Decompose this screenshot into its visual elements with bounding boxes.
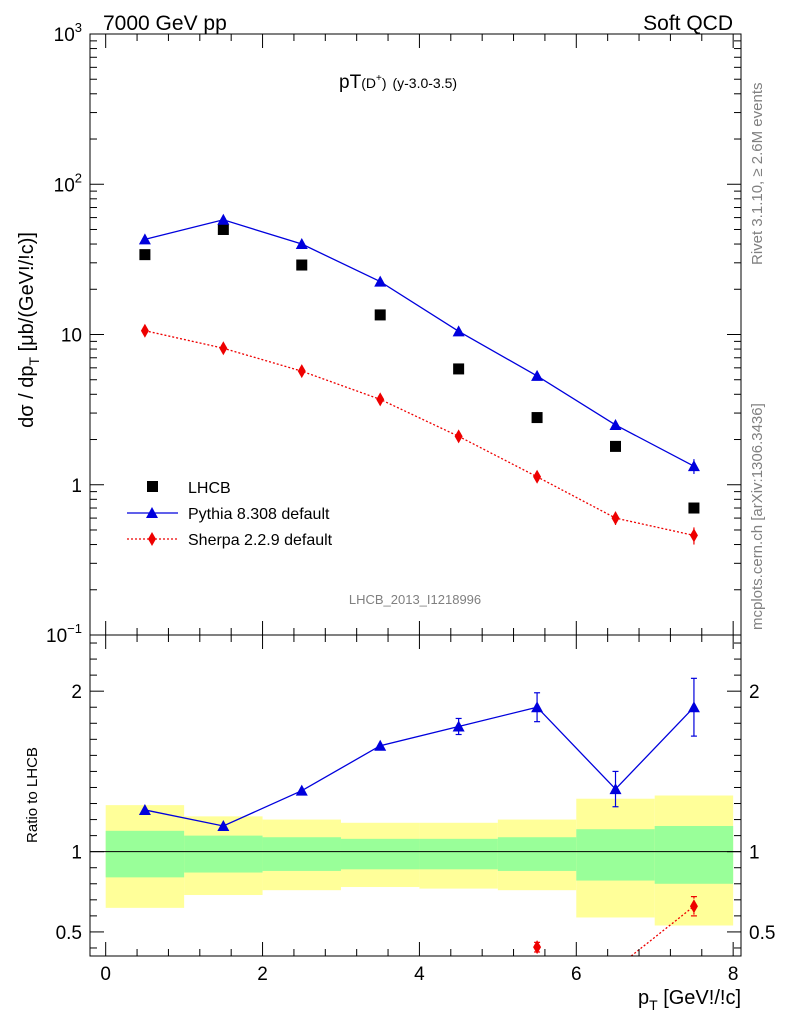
sherpa-point xyxy=(219,341,228,356)
pythia-point xyxy=(452,325,465,337)
uncertainty-band-inner xyxy=(497,837,577,871)
header-left: 7000 GeV pp xyxy=(103,12,227,35)
lhcb-point xyxy=(296,259,308,271)
legend: LHCB Pythia 8.308 default Sherpa 2.2.9 d… xyxy=(127,480,333,549)
pythia-ratio-line xyxy=(144,706,695,827)
pythia-point xyxy=(217,213,230,225)
legend-label-pythia: Pythia 8.308 default xyxy=(188,506,330,523)
legend-label-sherpa: Sherpa 2.2.9 default xyxy=(188,532,333,549)
legend-marker-lhcb xyxy=(147,481,158,492)
pythia-point xyxy=(531,369,544,381)
pythia-ratio-point xyxy=(217,819,230,831)
ratio-y-axis-label: Ratio to LHCB xyxy=(24,747,41,843)
sherpa-line xyxy=(144,330,695,537)
analysis-id: LHCB_2013_I1218996 xyxy=(349,592,481,607)
ratio-y-tick-label-right: 1 xyxy=(749,843,760,864)
ratio-y-tick-label-right: 0.5 xyxy=(749,923,775,944)
uncertainty-band-inner xyxy=(576,829,655,881)
pythia-ratio-point xyxy=(138,803,151,815)
header-right: Soft QCD xyxy=(643,12,733,35)
lhcb-point xyxy=(688,502,700,514)
sherpa-point xyxy=(533,469,542,484)
x-axis-label: pT [GeV!/!c] xyxy=(638,987,741,1013)
sherpa-ratio-line xyxy=(630,905,695,957)
pythia-ratio-point xyxy=(687,701,700,713)
y-tick-label: 102 xyxy=(54,170,82,196)
sherpa-ratio-point xyxy=(689,899,698,914)
pythia-ratio-point xyxy=(531,701,544,713)
x-tick-label: 8 xyxy=(728,964,739,985)
uncertainty-band-inner xyxy=(184,835,263,873)
sherpa-point xyxy=(689,528,698,543)
ratio-y-tick-label: 2 xyxy=(71,682,82,703)
pythia-line xyxy=(144,219,695,467)
uncertainty-band-inner xyxy=(105,830,185,878)
pythia-point xyxy=(374,275,387,287)
pythia-ratio-point xyxy=(374,739,387,751)
y-tick-label: 10−1 xyxy=(46,621,82,647)
mcplots-annotation: mcplots.cern.ch [arXiv:1306.3436] xyxy=(749,403,766,630)
pythia-ratio-point xyxy=(452,720,465,732)
y-tick-label: 103 xyxy=(54,20,82,46)
legend-marker-pythia xyxy=(146,507,158,518)
pythia-point xyxy=(138,233,151,245)
x-tick-label: 2 xyxy=(257,964,268,985)
ratio-plot-panel: 0.5 0.5 1 1 2 2 0 2 4 6 8 Ratio to LHCB pT [GeV!/!… xyxy=(24,634,775,1013)
plot-title: pT(D+) (y-3.0-3.5) xyxy=(339,72,457,93)
pythia-point xyxy=(295,238,308,250)
main-plot-panel: 10−1 1 10 102 103 pT(D+) (y-3.0-3.5) LHCB_201… xyxy=(16,20,742,647)
legend-marker-sherpa xyxy=(148,532,156,546)
lhcb-point xyxy=(374,309,386,321)
uncertainty-band-inner xyxy=(262,837,341,871)
sherpa-point xyxy=(454,429,463,444)
uncertainty-band-inner xyxy=(419,838,498,870)
lhcb-point xyxy=(139,249,151,261)
lhcb-point xyxy=(531,412,543,424)
legend-label-lhcb: LHCB xyxy=(188,480,231,497)
pythia-ratio-point xyxy=(295,784,308,796)
main-y-axis-label: dσ / dpT [μb/(GeV!/!c)] xyxy=(16,232,42,428)
pythia-point xyxy=(687,460,700,472)
sherpa-point xyxy=(376,392,385,407)
rivet-annotation: Rivet 3.1.10, ≥ 2.6M events xyxy=(749,83,766,266)
sherpa-ratio-point xyxy=(533,940,542,955)
uncertainty-band-inner xyxy=(654,825,734,884)
lhcb-point xyxy=(610,440,622,452)
pythia-point xyxy=(609,418,622,430)
lhcb-point xyxy=(453,363,465,375)
x-tick-label: 6 xyxy=(571,964,582,985)
uncertainty-band-inner xyxy=(340,838,420,870)
lhcb-point xyxy=(217,223,229,235)
pythia-ratio-point xyxy=(609,783,622,795)
ratio-plot-frame xyxy=(89,634,742,957)
ratio-y-tick-label: 1 xyxy=(71,843,82,864)
y-tick-label: 10 xyxy=(61,326,82,347)
sherpa-point xyxy=(611,511,620,526)
x-tick-label: 4 xyxy=(414,964,425,985)
y-tick-label: 1 xyxy=(71,476,82,497)
x-tick-label: 0 xyxy=(100,964,111,985)
ratio-y-tick-label-right: 2 xyxy=(749,682,760,703)
sherpa-point xyxy=(297,364,306,379)
ratio-y-tick-label: 0.5 xyxy=(56,923,82,944)
sherpa-point xyxy=(140,323,149,338)
